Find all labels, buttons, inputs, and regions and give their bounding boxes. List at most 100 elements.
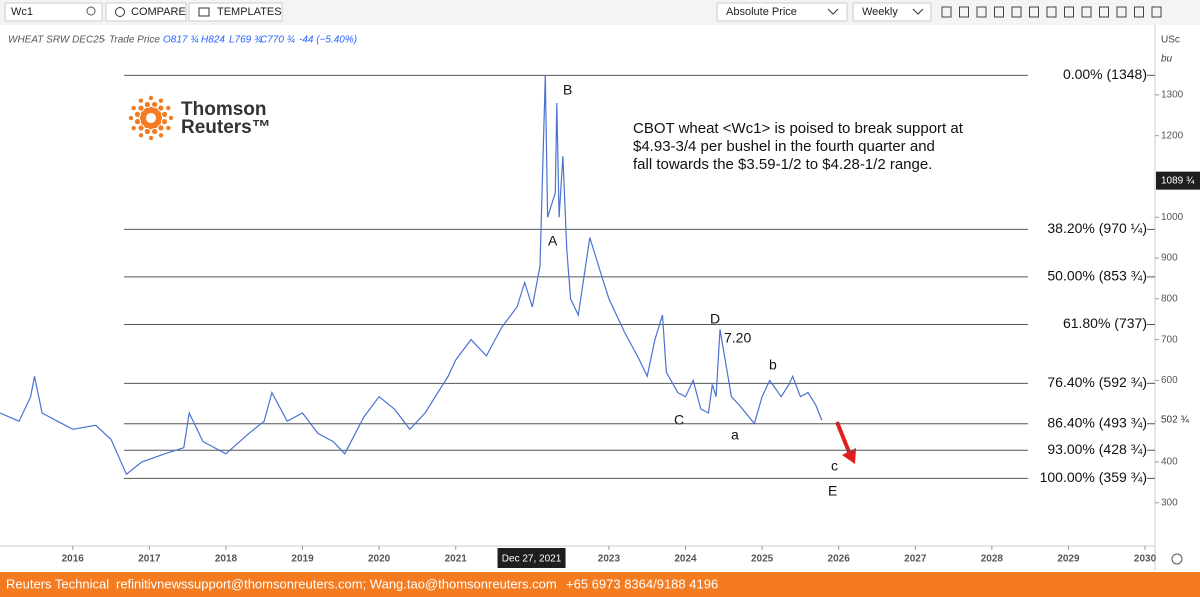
logo-dot: [166, 125, 171, 131]
x-tick-label: 2028: [981, 554, 1004, 565]
logo-dot: [138, 125, 144, 131]
price-mode-label: Absolute Price: [726, 6, 797, 18]
wave-label: A: [548, 233, 558, 249]
forecast-arrow: [835, 421, 851, 453]
crosshair-label: Dec 27, 2021: [502, 554, 562, 565]
logo-text: Thomson: [181, 99, 267, 120]
y-tick-label: 400: [1161, 457, 1178, 468]
tool-icons: [941, 6, 1162, 18]
search-icon: [86, 6, 96, 16]
fib-label: 38.20% (970 ¼): [1047, 220, 1147, 236]
logo-dot: [152, 128, 158, 135]
x-tick-label: 2027: [904, 554, 927, 565]
logo-dot: [161, 118, 168, 125]
fib-label: 61.80% (737): [1063, 315, 1147, 331]
y-tick-label: 700: [1161, 334, 1178, 345]
logo-text: Reuters™: [181, 117, 271, 138]
logo-dot: [144, 128, 151, 135]
tool-icon: [941, 6, 952, 18]
fib-label: 76.40% (592 ¾): [1047, 374, 1147, 390]
tool-icon: [1029, 6, 1039, 18]
templates-button[interactable]: [188, 2, 283, 22]
price-tag: [1156, 411, 1200, 430]
symbol-search[interactable]: [4, 2, 103, 22]
close: C770 ¾: [260, 35, 295, 46]
logo-dot: [131, 105, 136, 111]
fib-label: 86.40% (493 ¾): [1047, 414, 1147, 430]
x-tick-label: 2017: [138, 554, 161, 565]
price-tag-label: 502 ¾: [1161, 415, 1189, 426]
logo-dot: [138, 133, 144, 138]
dropdown-caret: [827, 8, 839, 15]
x-tick-label: 2023: [598, 554, 621, 565]
logo-dot: [134, 119, 141, 125]
logo-dot: [158, 133, 164, 138]
logo-dot: [168, 115, 174, 121]
templates-label: TEMPLATES: [217, 6, 282, 18]
x-tick-label: 2030: [1134, 554, 1157, 565]
x-tick-label: 2021: [445, 554, 468, 565]
logo-dot: [148, 135, 154, 141]
compare-button[interactable]: [105, 2, 187, 22]
y-tick-label: 1000: [1161, 212, 1184, 223]
wave-label: b: [769, 357, 777, 373]
commentary: $4.93-3/4 per bushel in the fourth quart…: [633, 138, 935, 155]
logo-dot: [134, 111, 141, 118]
compare-label: COMPARE: [131, 6, 186, 18]
price-line: [0, 75, 823, 476]
logo-dot: [158, 98, 164, 103]
x-tick-label: 2025: [751, 554, 774, 565]
tool-icon: [959, 6, 969, 18]
price-mode-dropdown[interactable]: [716, 2, 848, 22]
currency-unit[interactable]: USc: [1161, 35, 1180, 46]
y-tick-label: 300: [1161, 497, 1178, 508]
y-tick-label: 1300: [1161, 90, 1184, 101]
tool-icon: [1099, 6, 1109, 18]
tool-icon: [1134, 6, 1144, 18]
x-tick-label: 2018: [215, 554, 238, 565]
price-tag: [1156, 171, 1200, 190]
logo-dot: [161, 111, 168, 117]
tool-icon: [1081, 6, 1092, 18]
x-tick-label: 2019: [291, 554, 314, 565]
x-tick-label: 2029: [1057, 554, 1080, 565]
logo-dot: [148, 95, 154, 101]
x-tick-label: 2020: [368, 554, 391, 565]
footer-phone: +65 6973 8364/9188 4196: [566, 576, 718, 591]
logo-dot: [158, 125, 164, 131]
y-tick-label: 1200: [1161, 130, 1184, 141]
y-tick-label: 600: [1161, 375, 1178, 386]
logo-dot: [154, 110, 162, 118]
logo-dot: [158, 105, 164, 111]
logo-dot: [166, 105, 171, 111]
fib-label: 100.00% (359 ¾): [1040, 469, 1147, 485]
tool-icon: [976, 6, 987, 18]
tool-icon: [994, 6, 1004, 18]
fib-label: 93.00% (428 ¾): [1047, 441, 1147, 457]
commentary: fall towards the $3.59-1/2 to $4.28-1/2 …: [633, 156, 932, 173]
x-tick-label: 2024: [674, 554, 697, 565]
fib-label: 50.00% (853 ¾): [1047, 268, 1147, 284]
wave-label: B: [563, 82, 572, 98]
y-tick-label: 800: [1161, 293, 1178, 304]
quantity-unit[interactable]: bu: [1161, 54, 1173, 65]
footer-emails: refinitivnewssupport@thomsonreuters.com;…: [116, 576, 557, 591]
footer: [0, 572, 1200, 597]
tool-icon: [1011, 6, 1022, 18]
open: O817 ¾: [163, 35, 199, 46]
wave-label: 7.20: [724, 330, 751, 346]
templates-icon: [198, 7, 210, 17]
logo-dot: [131, 125, 136, 131]
logo-dot: [138, 98, 144, 103]
compare-icon: [115, 7, 125, 17]
logo-dot: [128, 115, 134, 121]
interval-dropdown[interactable]: [852, 2, 932, 22]
crosshair-tag: [497, 548, 566, 568]
settings-icon[interactable]: [1171, 553, 1183, 565]
logo-dot: [144, 101, 150, 108]
change: -44 (−5.40%): [299, 35, 357, 46]
wave-label: c: [831, 458, 838, 474]
low: L769 ¾: [229, 35, 262, 46]
